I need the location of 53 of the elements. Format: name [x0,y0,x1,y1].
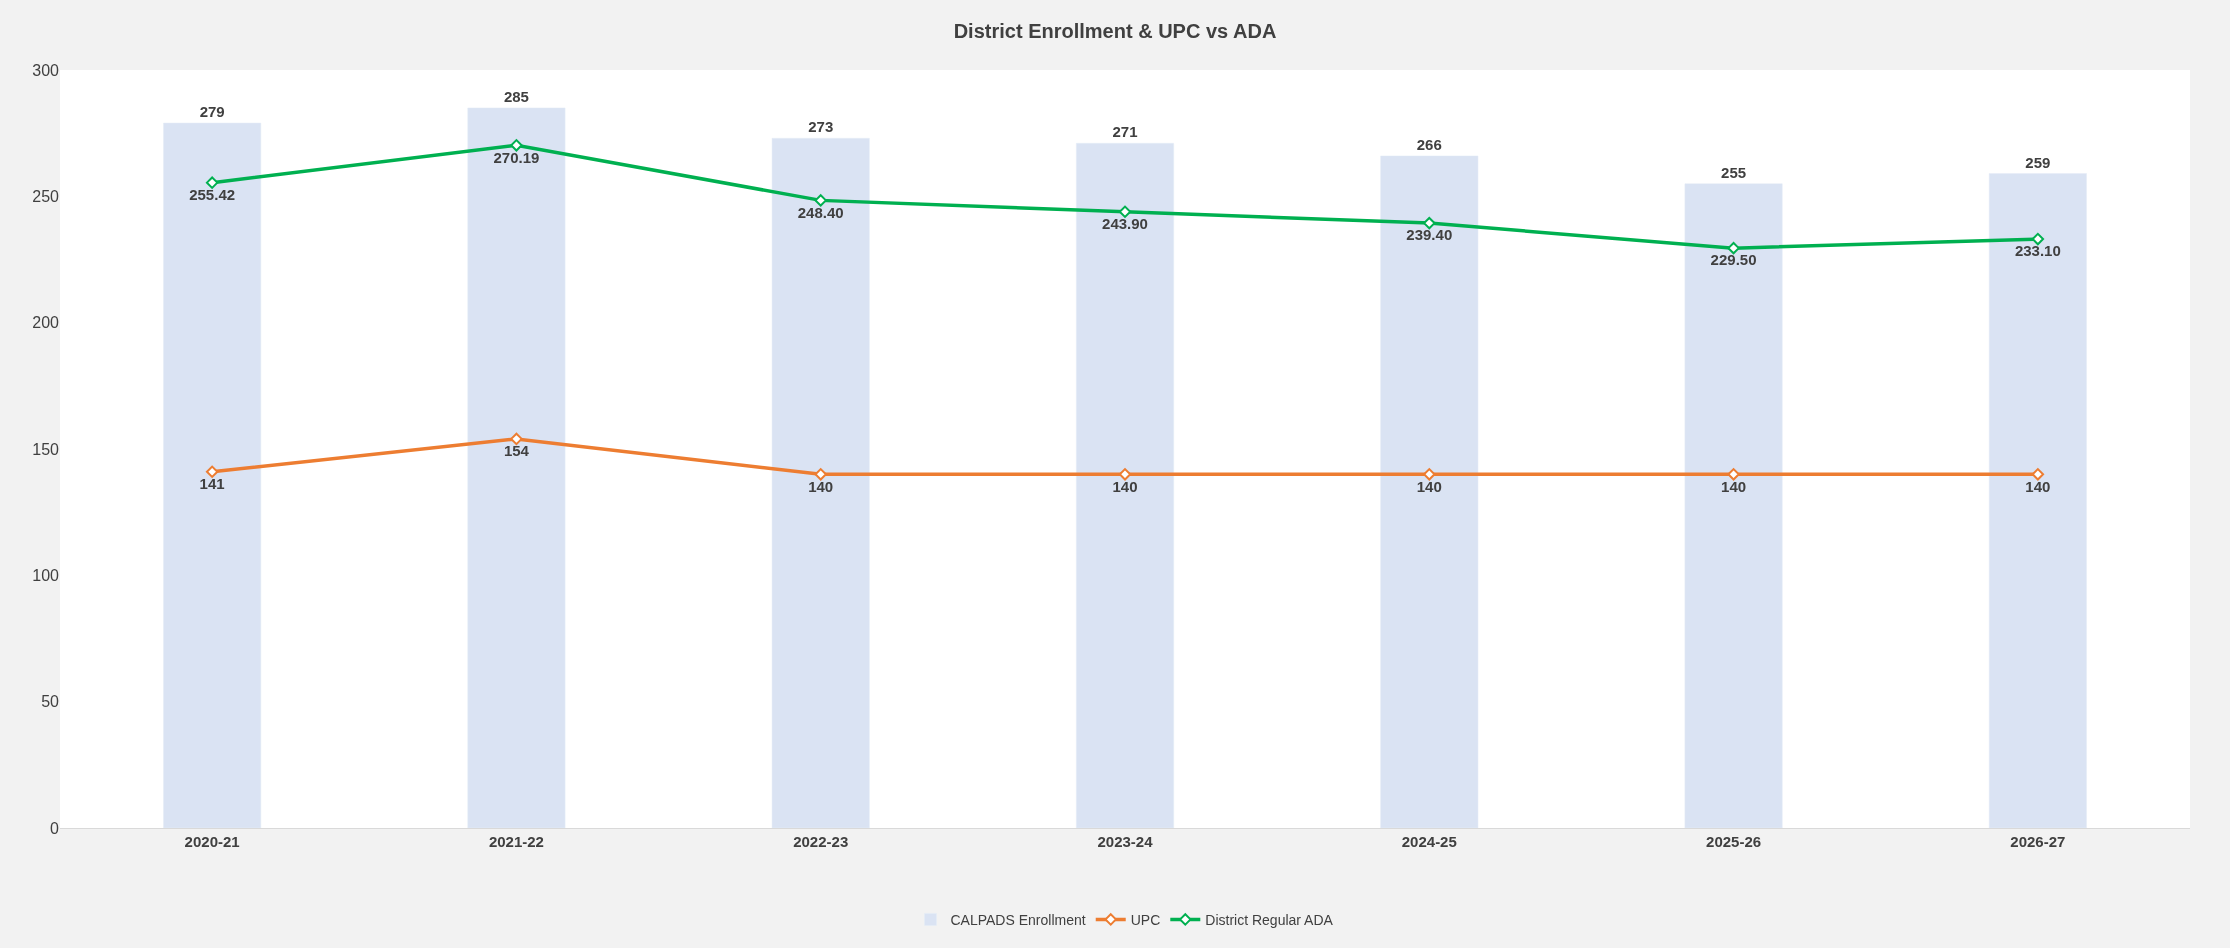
y-tick-label: 200 [32,314,60,332]
point [510,432,523,446]
point [814,468,827,481]
data-label: 140 [808,477,834,495]
data-label: 140 [1112,477,1138,495]
x-tick-label: 2026-27 [2010,833,2066,850]
y-tick-label: 100 [32,566,60,584]
point [1423,468,1436,481]
data-label: 243.90 [1102,215,1148,232]
data-label: 259 [2025,153,2051,171]
data-label: 266 [1416,135,1442,153]
data-label: 154 [503,442,530,460]
point [1727,468,1740,481]
data-label: 140 [1721,477,1747,495]
x-tick-label: 2022-23 [793,833,849,850]
point [1727,241,1740,255]
point [1118,468,1132,481]
x-tick-label: 2025-26 [1706,833,1762,850]
point [1118,205,1132,218]
data-label: 255 [1721,163,1747,181]
x-tick-label: 2023-24 [1097,833,1154,850]
data-label: 140 [2025,477,2051,495]
data-label: 141 [199,474,225,492]
point [510,139,523,152]
data-label: 271 [1112,123,1138,141]
point [205,465,219,478]
point [2031,468,2045,481]
data-label: 270.19 [493,148,540,166]
legend-label: CALPADS Enrollment [950,911,1086,928]
data-label: 255.42 [189,185,236,203]
point [2031,232,2045,246]
y-tick-label: 250 [32,187,60,205]
x-tick-label: 2024-25 [1401,833,1457,850]
x-tick-label: 2021-22 [488,833,544,850]
point [1423,216,1436,230]
y-tick-label: 0 [50,819,60,837]
y-tick-label: 150 [32,440,60,458]
chart-title: District Enrollment & UPC vs ADA [953,19,1277,42]
point [205,176,219,189]
data-label: 233.10 [2014,242,2061,260]
x-tick-label: 2020-21 [184,833,240,850]
data-label: 248.40 [797,203,844,221]
legend-label: UPC [1130,911,1161,928]
data-label: 140 [1416,477,1442,495]
data-label: 279 [199,103,225,121]
data-label: 239.40 [1406,226,1453,244]
y-tick-label: 50 [41,693,60,711]
data-label: 273 [808,118,834,136]
y-tick-label: 300 [32,61,60,79]
legend-label: District Regular ADA [1205,911,1334,928]
point [814,194,827,207]
data-label: 285 [503,87,529,105]
data-label: 229.50 [1710,251,1757,269]
